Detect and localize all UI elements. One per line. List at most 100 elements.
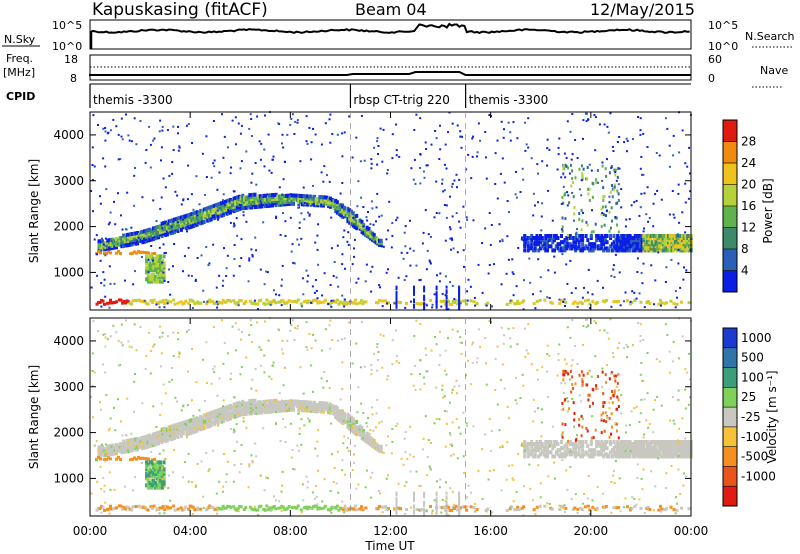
power-cell: [515, 285, 518, 288]
power-cell: [681, 234, 684, 238]
velocity-cell: [580, 385, 583, 388]
power-cell: [365, 231, 369, 236]
velocity-cell: [153, 471, 157, 476]
velocity-cell: [148, 439, 152, 444]
power-cell: [611, 219, 613, 223]
velocity-cell: [304, 505, 308, 509]
power-cell: [395, 285, 398, 289]
power-cell: [93, 238, 96, 241]
power-cell: [647, 240, 651, 245]
power-cell: [181, 223, 185, 228]
velocity-cell: [160, 427, 164, 432]
power-cell: [278, 294, 281, 297]
power-cell: [97, 249, 100, 253]
power-cell: [628, 218, 631, 221]
power-cell: [320, 203, 324, 208]
velocity-cell: [682, 444, 686, 449]
velocity-cell: [371, 439, 374, 444]
velocity-cell: [395, 425, 398, 428]
power-cell: [240, 238, 243, 241]
power-cell: [267, 195, 271, 200]
power-cell: [246, 195, 250, 200]
velocity-cell: [220, 507, 224, 511]
velocity-cell: [651, 450, 655, 455]
power-cell: [144, 230, 148, 235]
power-cell: [302, 198, 306, 203]
velocity-cell: [125, 445, 129, 450]
power-cell: [444, 163, 446, 166]
power-cell: [152, 263, 156, 268]
power-cell: [570, 184, 573, 188]
power-cell: [207, 207, 211, 212]
velocity-cell: [374, 442, 378, 447]
velocity-cell: [560, 452, 563, 457]
power-cell: [572, 236, 576, 240]
power-cell: [522, 178, 525, 181]
velocity-cell: [415, 470, 418, 473]
velocity-cell: [576, 507, 580, 511]
power-cell: [628, 240, 632, 245]
power-cell: [621, 246, 625, 251]
velocity-cell: [568, 448, 572, 453]
power-cell: [585, 120, 588, 123]
power-cell: [435, 305, 438, 309]
velocity-cell: [171, 378, 174, 381]
velocity-cell: [164, 430, 168, 435]
power-cell: [357, 277, 360, 280]
velocity-cell: [146, 485, 150, 490]
power-cell: [351, 156, 354, 159]
velocity-cell: [565, 450, 569, 455]
power-cell: [462, 249, 465, 252]
power-cell: [652, 246, 656, 251]
power-cell: [196, 214, 199, 217]
power-cell: [558, 137, 561, 140]
power-cell: [234, 116, 237, 119]
power-cell: [332, 199, 336, 204]
velocity-cell: [624, 431, 627, 434]
velocity-cell: [551, 446, 555, 451]
power-cell: [612, 234, 616, 238]
velocity-cell: [243, 407, 246, 412]
power-cell: [298, 243, 300, 246]
power-cell: [227, 202, 231, 207]
power-cell: [197, 219, 201, 224]
power-cell: [551, 238, 555, 243]
power-cell: [155, 225, 159, 230]
power-cell: [136, 241, 140, 246]
power-cell: [145, 268, 149, 273]
power-cell: [141, 229, 145, 234]
power-cell: [375, 206, 378, 209]
power-cell: [677, 183, 680, 186]
power-cell: [106, 238, 110, 243]
power-cell: [263, 165, 266, 168]
velocity-cell: [148, 331, 151, 334]
velocity-cell: [506, 406, 509, 408]
velocity-cell: [353, 461, 355, 464]
power-cell: [258, 196, 262, 201]
power-cell: [481, 291, 484, 294]
power-cell: [317, 223, 320, 226]
power-cell: [571, 169, 574, 173]
power-cell: [400, 251, 403, 254]
velocity-cell: [278, 506, 282, 510]
velocity-cell: [687, 507, 691, 511]
velocity-cell: [157, 430, 161, 435]
power-cell: [604, 167, 607, 171]
power-cell: [299, 194, 303, 198]
velocity-cell: [172, 331, 175, 334]
power-cell: [445, 296, 448, 300]
power-cell: [281, 299, 285, 303]
velocity-cell: [167, 425, 171, 430]
velocity-cell: [558, 508, 562, 511]
velocity-cell: [199, 417, 203, 421]
power-cell: [348, 208, 352, 213]
power-cell: [262, 193, 266, 198]
power-cell: [134, 299, 138, 302]
power-cell: [157, 233, 161, 238]
power-cell: [255, 183, 258, 186]
velocity-cell: [131, 457, 135, 461]
power-cell: [284, 220, 287, 223]
velocity-cell: [121, 434, 124, 437]
power-cell: [553, 238, 556, 243]
power-cell: [587, 268, 590, 271]
